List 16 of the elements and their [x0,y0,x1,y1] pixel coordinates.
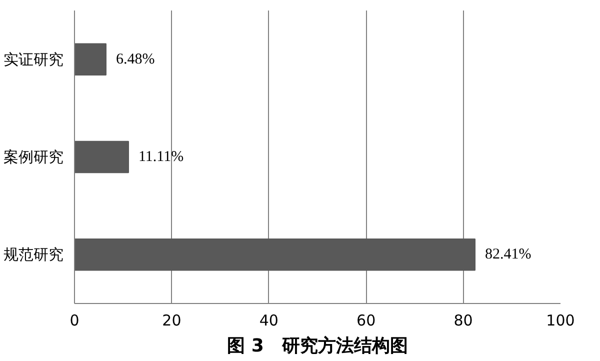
data-label: 6.48% [116,51,155,68]
y-tick-label: 实证研究 [4,50,64,68]
data-label: 11.11% [138,149,184,165]
bar [74,140,129,174]
bar [74,238,476,271]
x-tick-label: 60 [356,312,376,330]
x-tick-label: 20 [162,312,182,330]
x-tick-label: 40 [259,312,278,330]
x-tick-label: 80 [454,312,473,330]
x-tick-label: 100 [546,312,575,330]
y-tick-label: 规范研究 [4,246,64,264]
x-tick-label: 0 [70,312,80,330]
y-tick-label: 案例研究 [4,148,64,166]
data-label: 82.41% [485,246,532,263]
bar [74,43,106,76]
text: 图 3 研究方法结构图 [227,336,408,356]
